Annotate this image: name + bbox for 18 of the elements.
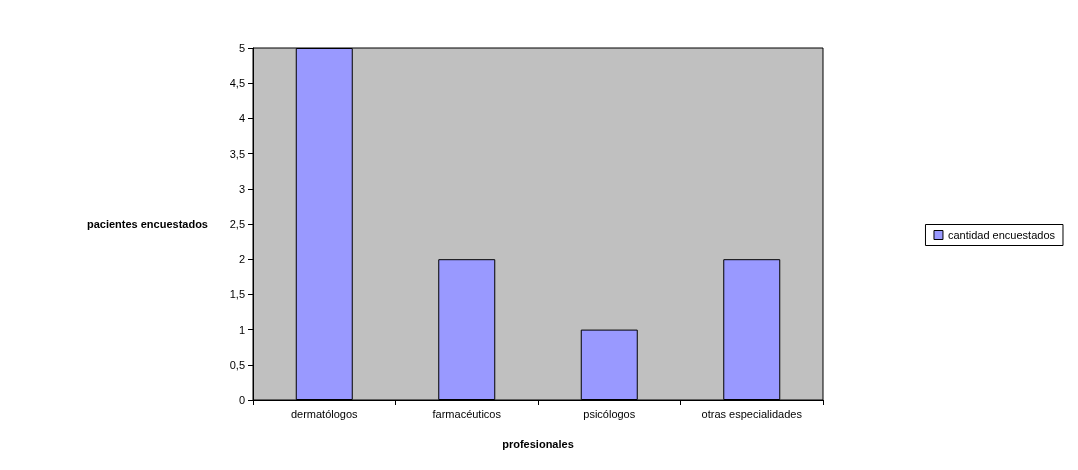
y-tick-label: 2,5 [229, 218, 245, 230]
x-tick-label: otras especialidades [701, 407, 803, 420]
y-tick-label: 3,5 [229, 147, 245, 160]
y-tick-label: 0 [238, 394, 245, 406]
y-axis-title: pacientes encuestados [86, 218, 208, 230]
x-tick-label: psicólogos [583, 407, 636, 420]
y-tick-label: 5 [238, 42, 245, 54]
x-tick-label: farmacéuticos [432, 407, 502, 420]
y-tick-label: 4 [238, 112, 245, 125]
y-tick-label: 2 [238, 253, 245, 266]
y-tick-label: 4,5 [229, 77, 245, 90]
y-tick-label: 3 [238, 182, 245, 195]
x-tick-label: dermatólogos [290, 407, 359, 420]
x-axis-title: profesionales [502, 437, 574, 450]
y-tick-label: 0,5 [229, 358, 245, 371]
legend-label: cantidad encuestados [947, 229, 1056, 241]
y-tick-label: 1,5 [229, 288, 245, 301]
y-tick-label: 1 [238, 323, 245, 336]
